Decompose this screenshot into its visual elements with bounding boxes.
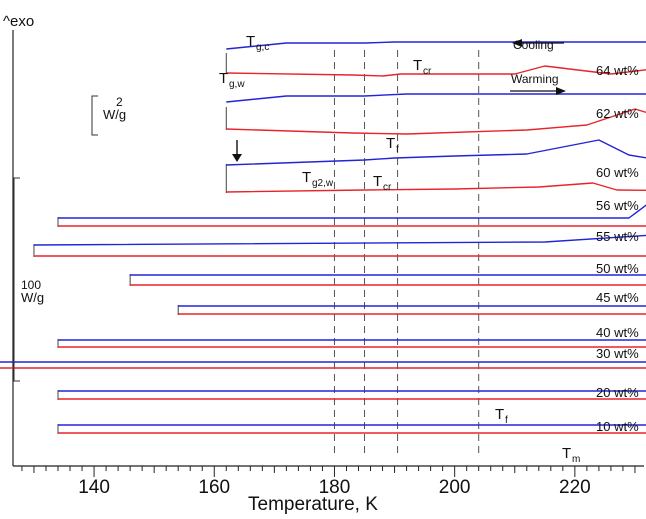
- sample-label-56-wt: 56 wt%: [596, 198, 639, 213]
- annotation-tm-10-main: T: [562, 445, 571, 462]
- annotation-tcr-64-sub: cr: [423, 66, 432, 77]
- sample-label-64-wt: 64 wt%: [596, 63, 639, 78]
- annotation-tcr-64: T cr: [413, 57, 432, 77]
- warming-curve-10-wt: [58, 432, 646, 434]
- warming-indicator: Warming: [510, 72, 566, 95]
- x-tick-label: 140: [78, 477, 110, 498]
- sample-label-30-wt: 30 wt%: [596, 346, 639, 361]
- annotation-tf-60-sub: f: [396, 144, 399, 155]
- cooling-curve-55-wt: [33, 234, 646, 246]
- cooling-curve-60-wt: [226, 139, 646, 166]
- annotation-tf-60-main: T: [386, 135, 395, 152]
- warming-curve-30-wt: [0, 367, 646, 369]
- scale-bar-small-value: 2: [116, 95, 123, 109]
- x-tick-labels: 140160180200220240260280: [78, 477, 591, 498]
- tg-arrow: [232, 140, 242, 162]
- tg-arrow-head: [232, 154, 242, 162]
- scale-bar-small-unit: W/g: [103, 107, 126, 122]
- annotation-tg-c-main: T: [246, 33, 255, 50]
- cooling-curve-40-wt: [58, 339, 646, 341]
- cooling-curve-50-wt: [130, 274, 646, 276]
- cooling-curve-56-wt: [58, 204, 646, 219]
- annotation-tg-c: T g,c: [246, 33, 269, 53]
- annotation-tg2-w: T g2,w: [302, 169, 334, 189]
- sample-label-62-wt: 62 wt%: [596, 106, 639, 121]
- annotation-tm-10-sub: m: [572, 454, 580, 465]
- cooling-curve-64-wt: [226, 41, 646, 50]
- sample-label-50-wt: 50 wt%: [596, 261, 639, 276]
- warming-curve-50-wt: [130, 284, 646, 286]
- x-axis-ticks: [21, 466, 636, 477]
- warming-curve-40-wt: [58, 346, 646, 348]
- x-tick-label: 200: [439, 477, 471, 498]
- cooling-curve-62-wt: [226, 93, 646, 103]
- scale-bar-large-unit: W/g: [21, 290, 44, 305]
- annotation-tf-10: T f: [495, 406, 508, 426]
- annotation-tf-10-main: T: [495, 406, 504, 423]
- sample-label-20-wt: 20 wt%: [596, 385, 639, 400]
- cooling-curve-45-wt: [178, 305, 646, 307]
- sample-label-55-wt: 55 wt%: [596, 229, 639, 244]
- x-axis-title: Temperature, K: [248, 494, 378, 514]
- annotation-tg-w-sub: g,w: [229, 79, 245, 90]
- annotation-tf-10-sub: f: [505, 415, 508, 426]
- warming-curve-60-wt: [226, 182, 646, 193]
- annotation-tg-c-sub: g,c: [256, 42, 269, 53]
- warming-arrowhead: [556, 87, 566, 95]
- warming-curve-62-wt: [226, 108, 646, 135]
- annotation-tcr-60-main: T: [373, 173, 382, 190]
- annotation-tm-10: T m: [562, 445, 580, 465]
- sample-label-40-wt: 40 wt%: [596, 325, 639, 340]
- annotation-tg2-w-main: T: [302, 169, 311, 186]
- cooling-label: Cooling: [513, 38, 554, 52]
- warming-curve-45-wt: [178, 313, 646, 315]
- x-tick-label: 180: [319, 477, 351, 498]
- annotation-tg2-w-sub: g2,w: [312, 178, 334, 189]
- dsc-curves: [0, 41, 646, 434]
- annotation-tcr-60: T cr: [373, 173, 392, 193]
- x-tick-label: 220: [559, 477, 591, 498]
- scale-bar-large: 100 W/g: [13, 177, 44, 382]
- sample-label-10-wt: 10 wt%: [596, 419, 639, 434]
- cooling-arrowhead: [512, 39, 522, 47]
- annotation-tcr-64-main: T: [413, 57, 422, 74]
- cooling-curve-20-wt: [58, 390, 646, 392]
- scale-bar-large-bracket: [13, 177, 20, 382]
- sample-label-60-wt: 60 wt%: [596, 165, 639, 180]
- y-axis-title: ^exo: [3, 13, 34, 30]
- scale-bar-small-bracket: [91, 95, 98, 136]
- warming-label: Warming: [511, 72, 559, 86]
- dashed-guides: [333, 50, 480, 455]
- cooling-curve-30-wt: [0, 361, 646, 363]
- warming-curve-64-wt: [226, 65, 646, 77]
- scale-bar-large-value: 100: [21, 278, 41, 292]
- annotation-tg-w-main: T: [219, 70, 228, 87]
- scale-bar-small: 2 W/g: [91, 95, 126, 136]
- cooling-indicator: Cooling: [512, 38, 564, 52]
- cooling-curve-10-wt: [58, 424, 646, 426]
- warming-curve-20-wt: [58, 398, 646, 400]
- annotation-tcr-60-sub: cr: [383, 182, 392, 193]
- sample-labels: 64 wt% 62 wt% 60 wt% 56 wt% 55 wt% 50 wt% 45 w…: [596, 63, 639, 434]
- x-tick-label: 160: [198, 477, 230, 498]
- sample-label-45-wt: 45 wt%: [596, 290, 639, 305]
- annotation-tf-60: T f: [386, 135, 399, 155]
- annotation-tg-w: T g,w: [219, 70, 245, 90]
